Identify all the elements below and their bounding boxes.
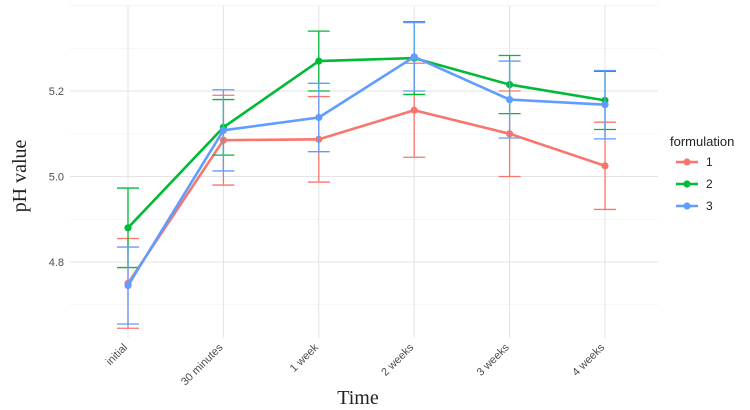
y-tick-labels: 4.8 5.0 5.2 [49, 86, 64, 269]
data-point [601, 162, 609, 170]
series-layer [117, 21, 616, 329]
legend-label: 2 [706, 177, 713, 191]
x-tick-label: 30 minutes [179, 341, 226, 388]
legend-item-1: 1 [676, 155, 713, 169]
data-point [124, 281, 132, 290]
data-point [601, 101, 609, 109]
data-point [506, 95, 514, 104]
legend-key-point [683, 180, 691, 188]
series-1 [117, 62, 616, 329]
x-tick-label: initial [104, 342, 130, 368]
legend: formulation 1 2 3 [670, 134, 734, 213]
x-tick-label: 3 weeks [475, 341, 512, 378]
x-axis-title: Time [337, 387, 379, 409]
legend-label: 1 [706, 155, 713, 169]
data-point [410, 106, 418, 114]
y-axis-title: pH value [9, 140, 31, 213]
x-tick-label: 1 week [288, 341, 321, 374]
x-tick-labels: initial 30 minutes 1 week 2 weeks 3 weeks 4 w… [104, 341, 608, 388]
series-3 [117, 21, 616, 325]
series-2 [117, 21, 616, 269]
legend-key-point [683, 158, 691, 166]
data-point [315, 113, 323, 122]
legend-item-3: 3 [676, 199, 713, 213]
legend-item-2: 2 [676, 177, 713, 191]
data-point [219, 126, 227, 134]
data-point [315, 57, 323, 65]
x-tick-label: 2 weeks [379, 341, 416, 378]
y-tick-label: 4.8 [49, 257, 64, 269]
data-point [124, 224, 132, 232]
series-line [126, 108, 606, 285]
legend-title: formulation [670, 134, 734, 149]
legend-label: 3 [706, 199, 713, 213]
y-tick-label: 5.0 [49, 172, 64, 184]
data-point [410, 53, 418, 61]
y-tick-label: 5.2 [49, 86, 64, 98]
x-tick-label: 4 weeks [570, 341, 607, 378]
legend-key-point [683, 202, 691, 210]
grid [70, 5, 658, 338]
series-line [127, 56, 606, 229]
series-line [126, 55, 606, 287]
